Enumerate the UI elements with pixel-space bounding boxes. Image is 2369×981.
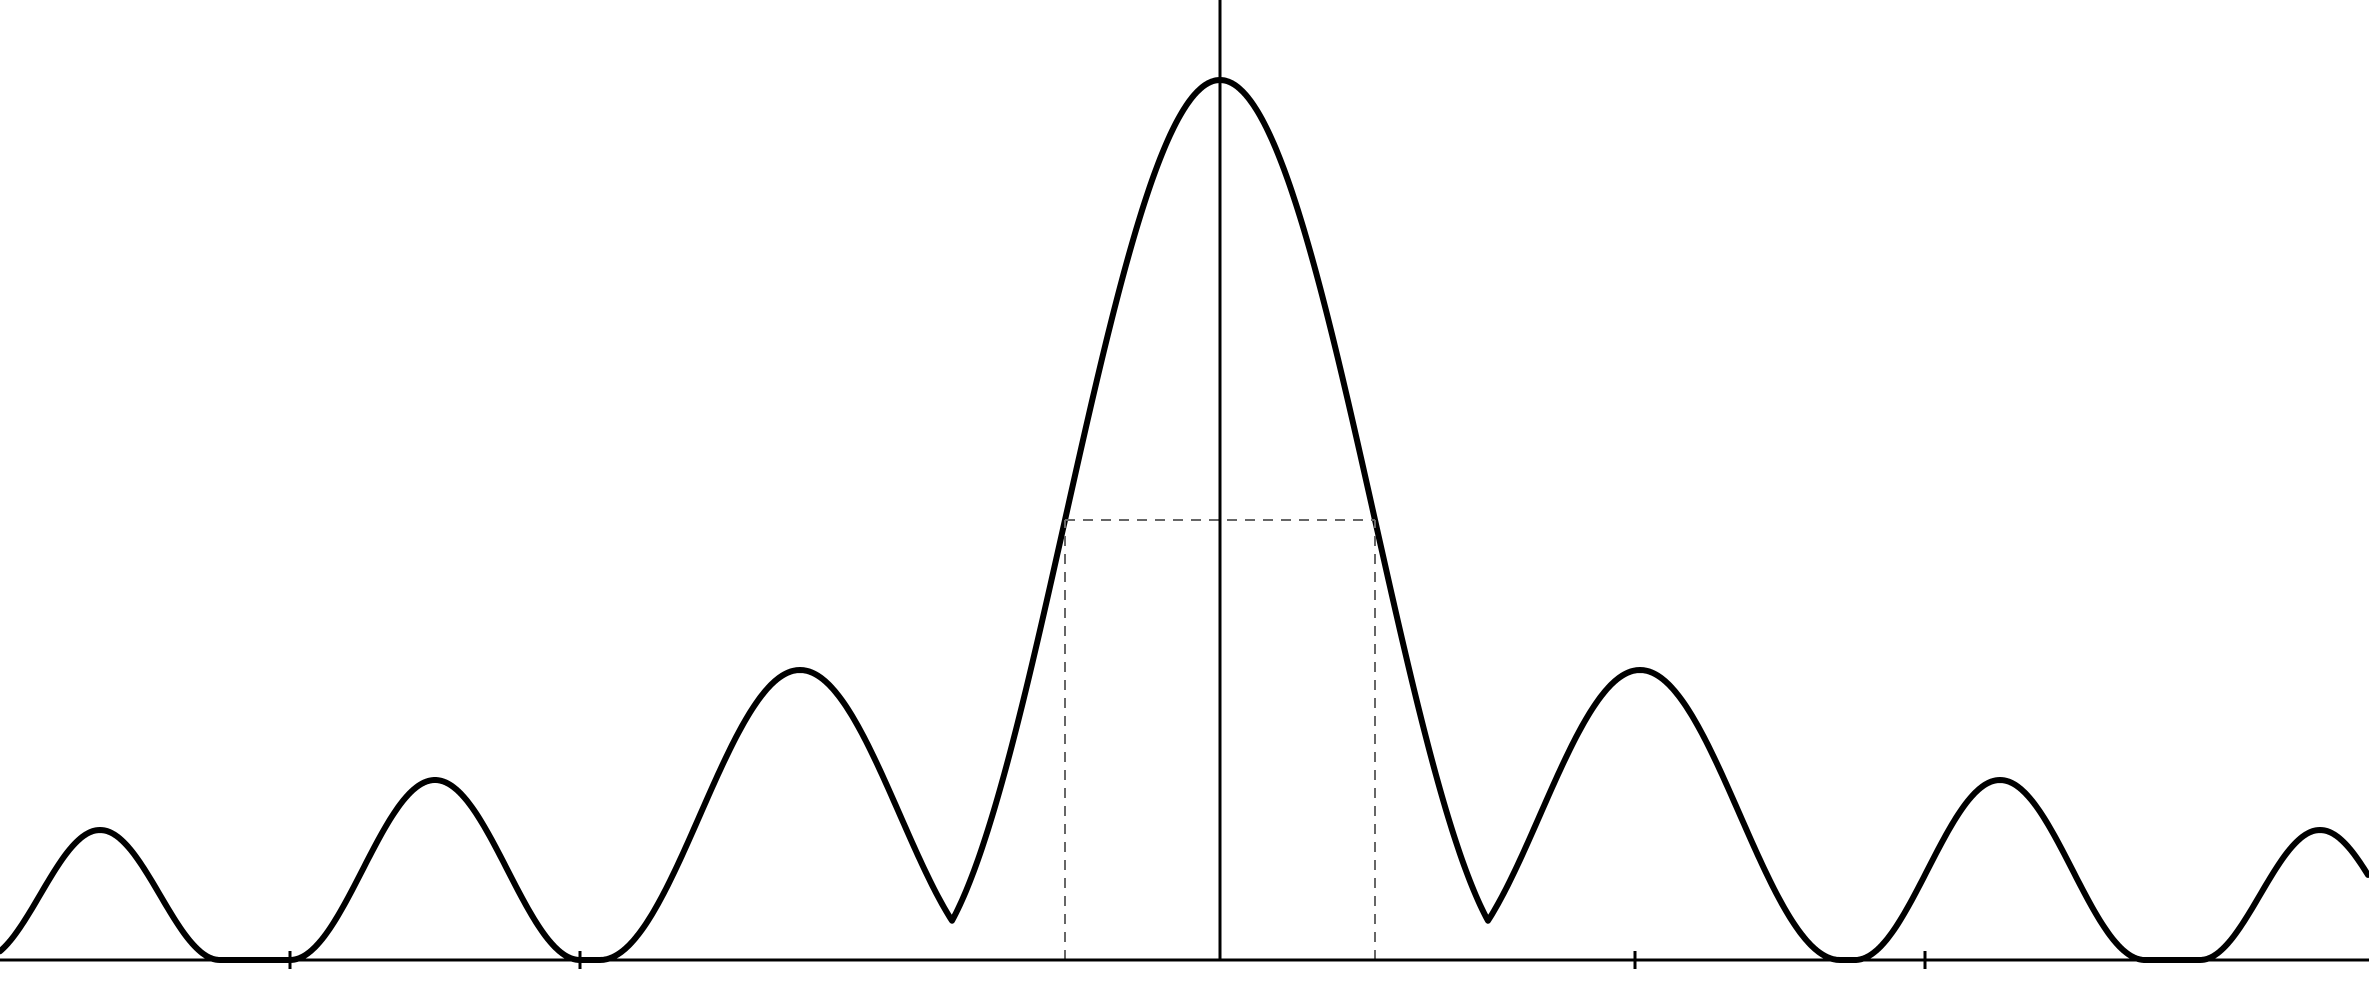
intensity-curve	[0, 80, 2368, 960]
sinc-intensity-chart	[0, 0, 2369, 981]
